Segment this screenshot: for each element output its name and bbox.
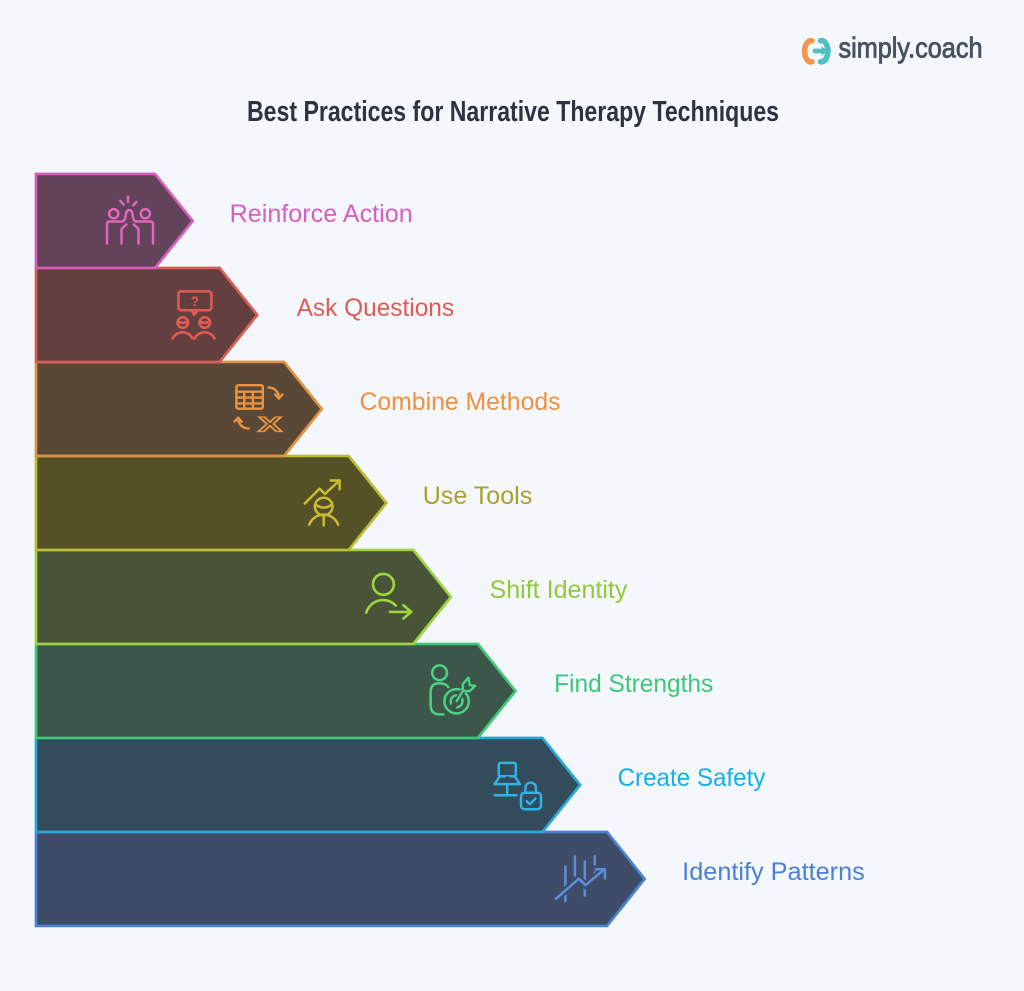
svg-text:Create Safety: Create Safety bbox=[618, 764, 766, 792]
svg-text:Best Practices for Narrative T: Best Practices for Narrative Therapy Tec… bbox=[247, 96, 779, 128]
svg-text:Find Strengths: Find Strengths bbox=[554, 670, 713, 698]
svg-text:Combine Methods: Combine Methods bbox=[360, 388, 561, 416]
svg-text:Identify Patterns: Identify Patterns bbox=[682, 858, 865, 886]
svg-text:simply.coach: simply.coach bbox=[839, 33, 983, 65]
svg-text:Shift Identity: Shift Identity bbox=[490, 576, 628, 604]
svg-text:?: ? bbox=[191, 294, 199, 309]
svg-text:Reinforce Action: Reinforce Action bbox=[230, 200, 413, 228]
svg-text:Ask Questions: Ask Questions bbox=[297, 294, 455, 322]
svg-text:Use Tools: Use Tools bbox=[423, 482, 533, 510]
svg-text:X: X bbox=[258, 414, 282, 437]
